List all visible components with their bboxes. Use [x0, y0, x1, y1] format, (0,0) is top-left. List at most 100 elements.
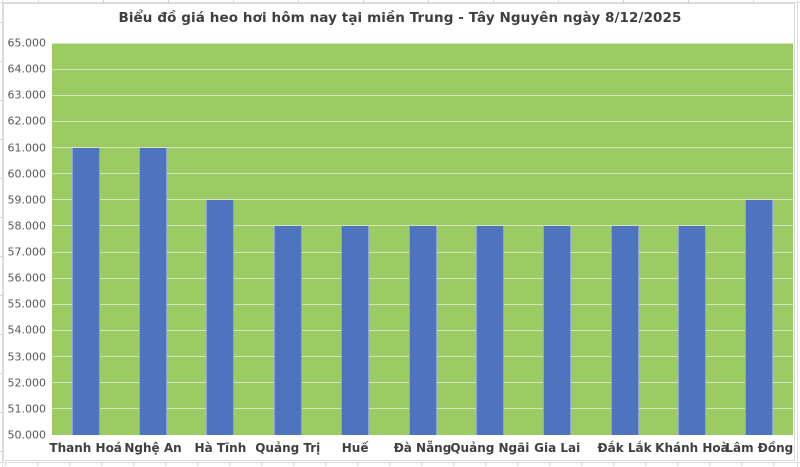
spreadsheet-column-tick [197, 462, 198, 466]
x-axis-category-label: Gia Lai [534, 441, 581, 455]
spreadsheet-column-tick [325, 462, 326, 466]
x-axis: Thanh Hoá Nghệ An Hà Tĩnh Quảng Trị Huế Đà Nẵ… [49, 441, 794, 461]
spreadsheet-row-tick [0, 295, 3, 296]
spreadsheet-column-tick [677, 462, 678, 466]
spreadsheet-column-tick [103, 0, 104, 3]
bar[interactable] [341, 225, 370, 435]
spreadsheet-column-tick [5, 462, 6, 466]
gridline [52, 42, 793, 44]
spreadsheet-gridline-right [797, 0, 798, 467]
bar[interactable] [677, 225, 706, 435]
spreadsheet-column-tick [38, 0, 39, 3]
spreadsheet-row-tick [0, 178, 3, 179]
spreadsheet-gridline-bottom [0, 462, 800, 463]
spreadsheet-column-tick [165, 462, 166, 466]
y-axis-tick-label: 60.000 [7, 167, 47, 181]
spreadsheet-row-tick [0, 256, 3, 257]
spreadsheet-column-tick [233, 0, 234, 3]
spreadsheet-column-tick [363, 0, 364, 3]
y-axis-tick-label: 61.000 [7, 141, 47, 155]
spreadsheet-column-tick [549, 462, 550, 466]
spreadsheet-row-tick [0, 373, 3, 374]
gridline [52, 120, 793, 122]
x-axis-category-label: Đắk Lắk [597, 441, 652, 455]
bar[interactable] [543, 225, 572, 435]
spreadsheet-row-tick [0, 22, 3, 23]
y-axis-tick-label: 50.000 [7, 428, 47, 442]
bar[interactable] [475, 225, 504, 435]
x-axis-category-label: Quảng Ngãi [450, 441, 530, 455]
spreadsheet-column-tick [753, 0, 754, 3]
y-axis-tick-label: 59.000 [7, 193, 47, 207]
gridline [52, 434, 793, 436]
gridline [52, 225, 793, 227]
spreadsheet-column-tick [493, 0, 494, 3]
x-axis-category-label: Huế [341, 441, 369, 455]
spreadsheet-column-tick [421, 462, 422, 466]
x-axis-category-label: Đà Nẵng [393, 441, 452, 455]
spreadsheet-row-tick [0, 139, 3, 140]
bar[interactable] [408, 225, 437, 435]
spreadsheet-column-tick [428, 0, 429, 3]
bar[interactable] [610, 225, 639, 435]
spreadsheet-column-tick [623, 0, 624, 3]
spreadsheet-column-tick [741, 462, 742, 466]
gridline [52, 173, 793, 175]
spreadsheet-column-tick [298, 0, 299, 3]
spreadsheet-column-tick [101, 462, 102, 466]
y-axis-tick-label: 54.000 [7, 323, 47, 337]
spreadsheet-column-tick [293, 462, 294, 466]
spreadsheet-column-tick [389, 462, 390, 466]
spreadsheet-column-tick [558, 0, 559, 3]
spreadsheet-column-tick [485, 462, 486, 466]
x-axis-category-label: Lâm Đồng [725, 441, 794, 455]
spreadsheet-column-tick [133, 462, 134, 466]
spreadsheet-row-tick [0, 334, 3, 335]
y-axis-tick-label: 52.000 [7, 376, 47, 390]
bar[interactable] [206, 199, 235, 435]
chart-title: Biểu đồ giá heo hơi hôm nay tại miền Tru… [118, 10, 682, 26]
bar[interactable] [745, 199, 774, 435]
spreadsheet-row-tick [0, 100, 3, 101]
spreadsheet-column-tick [261, 462, 262, 466]
x-axis-category-label: Nghệ An [124, 441, 182, 455]
y-axis-tick-label: 65.000 [7, 36, 47, 50]
spreadsheet-gridline-left [2, 0, 3, 467]
y-axis-tick-label: 51.000 [7, 402, 47, 416]
spreadsheet-row-tick [0, 217, 3, 218]
spreadsheet-column-tick [357, 462, 358, 466]
spreadsheet-column-tick [168, 0, 169, 3]
spreadsheet-gridline-top [0, 2, 800, 3]
spreadsheet-column-tick [709, 462, 710, 466]
spreadsheet-column-tick [645, 462, 646, 466]
x-axis-category-label: Khánh Hoà [655, 441, 729, 455]
gridline [52, 147, 793, 149]
y-axis-tick-label: 56.000 [7, 271, 47, 285]
y-axis-tick-label: 55.000 [7, 297, 47, 311]
spreadsheet-column-tick [581, 462, 582, 466]
x-axis-category-label: Thanh Hoá [49, 441, 122, 455]
gridline [52, 94, 793, 96]
bar[interactable] [273, 225, 302, 435]
y-axis-tick-label: 63.000 [7, 88, 47, 102]
x-axis-category-label: Hà Tĩnh [194, 441, 247, 455]
y-axis-tick-label: 58.000 [7, 219, 47, 233]
spreadsheet-column-tick [688, 0, 689, 3]
gridline [52, 68, 793, 70]
spreadsheet-column-tick [453, 462, 454, 466]
spreadsheet-column-tick [37, 462, 38, 466]
x-axis-category-label: Quảng Trị [255, 441, 321, 455]
bar[interactable] [139, 147, 168, 435]
spreadsheet-row-tick [0, 412, 3, 413]
spreadsheet-column-tick [517, 462, 518, 466]
y-axis-tick-label: 53.000 [7, 350, 47, 364]
gridline [52, 199, 793, 201]
bar[interactable] [71, 147, 100, 435]
spreadsheet-column-tick [773, 462, 774, 466]
spreadsheet-row-tick [0, 451, 3, 452]
spreadsheet-row-tick [0, 61, 3, 62]
spreadsheet-column-tick [613, 462, 614, 466]
y-axis-tick-label: 64.000 [7, 62, 47, 76]
y-axis-tick-label: 62.000 [7, 114, 47, 128]
y-axis-tick-label: 57.000 [7, 245, 47, 259]
